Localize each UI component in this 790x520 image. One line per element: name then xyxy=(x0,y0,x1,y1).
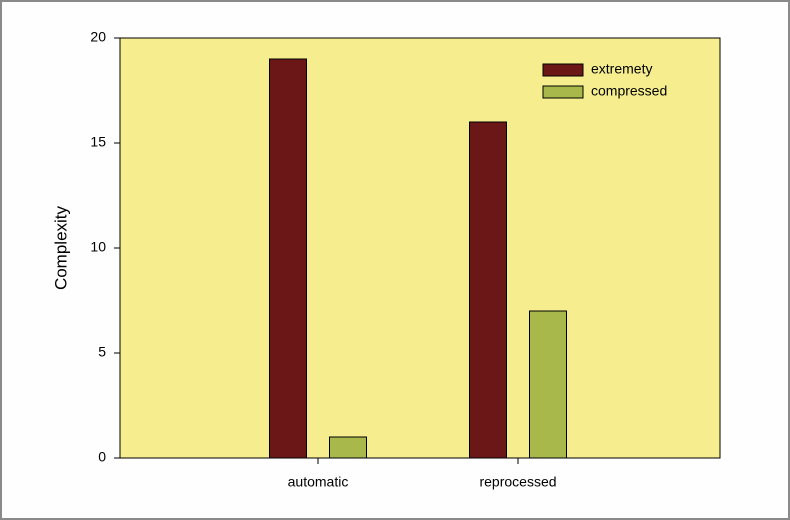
x-tick-label: reprocessed xyxy=(479,474,556,490)
y-tick-label: 10 xyxy=(90,239,106,255)
bar xyxy=(469,121,507,459)
legend-swatch xyxy=(542,85,584,99)
plot-area xyxy=(119,37,721,459)
bar xyxy=(529,310,567,459)
y-tick-label: 15 xyxy=(90,134,106,150)
legend-swatch xyxy=(542,63,584,77)
legend-label: extremety xyxy=(591,61,652,77)
bar xyxy=(269,58,307,459)
bar xyxy=(329,436,367,459)
legend-label: compressed xyxy=(591,83,667,99)
x-tick-label: automatic xyxy=(288,474,349,490)
y-tick-label: 5 xyxy=(98,344,106,360)
y-tick-label: 0 xyxy=(98,449,106,465)
y-tick-label: 20 xyxy=(90,29,106,45)
y-axis-label: Complexity xyxy=(51,205,70,290)
